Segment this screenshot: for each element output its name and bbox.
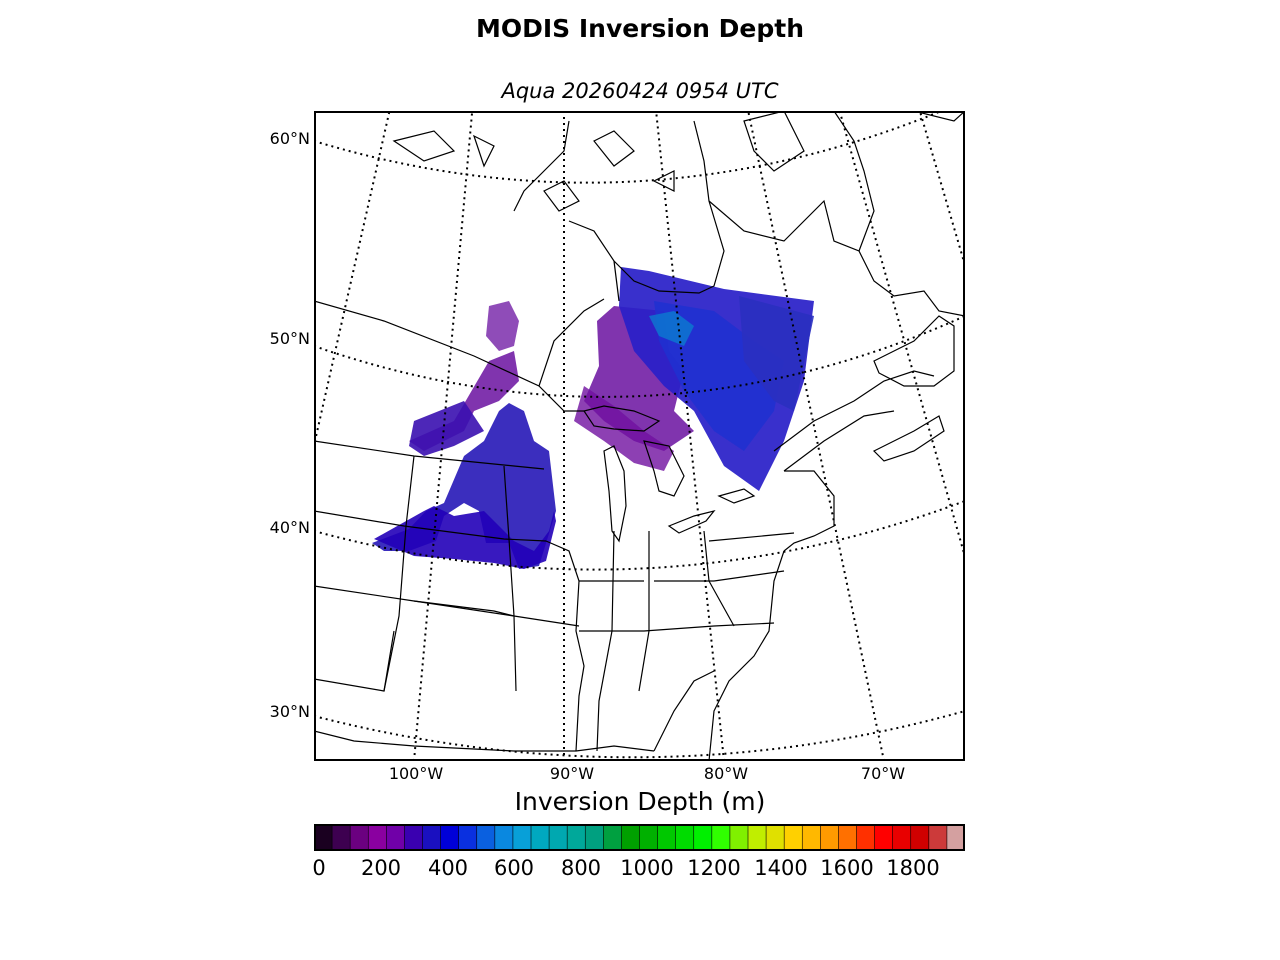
colorbar	[314, 824, 965, 851]
colorbar-swatch	[512, 824, 532, 851]
data-swath-northeast-east	[739, 296, 814, 411]
colorbar-swatch	[621, 824, 641, 851]
lon-label-80w: 80°W	[703, 764, 749, 783]
colorbar-swatch	[748, 824, 767, 851]
colorbar-tick-600: 600	[493, 856, 535, 880]
lat-label-50: 50°N	[269, 329, 310, 348]
lake-michigan	[603, 445, 627, 543]
colorbar-swatch	[711, 824, 731, 851]
colorbar-swatch	[657, 824, 677, 851]
colorbar-swatch	[476, 824, 496, 851]
colorbar-tick-1600: 1600	[820, 856, 874, 880]
colorbar-swatch	[494, 824, 514, 851]
colorbar-swatch	[404, 824, 424, 851]
colorbar-frame	[314, 824, 965, 851]
inversion-data-overlay	[372, 267, 814, 569]
lon-label-70w: 70°W	[860, 764, 906, 783]
lon-label-100w: 100°W	[388, 764, 444, 783]
colorbar-swatch	[332, 824, 351, 851]
latitude-lines	[314, 111, 965, 759]
colorbar-swatch	[856, 824, 876, 851]
colorbar-swatch	[585, 824, 604, 851]
data-swath-west-northwest	[486, 301, 519, 351]
colorbar-swatch	[802, 824, 821, 851]
colorbar-swatch	[368, 824, 387, 851]
lat-label-30: 30°N	[269, 702, 310, 721]
colorbar-tick-200: 200	[360, 856, 402, 880]
lake-ontario	[717, 488, 756, 504]
colorbar-tick-1400: 1400	[754, 856, 808, 880]
colorbar-tick-0: 0	[312, 856, 326, 880]
lake-huron	[643, 440, 685, 497]
lon-label-90w: 90°W	[549, 764, 595, 783]
data-swath-northeast-teal	[649, 311, 694, 346]
colorbar-swatch	[946, 824, 965, 851]
colorbar-swatch	[766, 824, 785, 851]
colorbar-swatch	[729, 824, 749, 851]
colorbar-swatch	[549, 824, 568, 851]
colorbar-tick-1200: 1200	[687, 856, 741, 880]
lake-erie	[667, 509, 716, 534]
colorbar-swatch	[440, 824, 460, 851]
colorbar-swatch	[675, 824, 695, 851]
map-subtitle: Aqua 20260424 0954 UTC	[501, 79, 779, 103]
map-panel	[314, 111, 965, 761]
colorbar-swatch	[386, 824, 406, 851]
colorbar-tick-1000: 1000	[620, 856, 674, 880]
lat-label-40: 40°N	[269, 518, 310, 537]
colorbar-swatch	[639, 824, 659, 851]
lake-superior	[583, 405, 661, 432]
colorbar-swatch	[350, 824, 369, 851]
colorbar-swatch	[314, 824, 333, 851]
map-frame	[314, 111, 965, 761]
colorbar-swatch	[422, 824, 442, 851]
colorbar-swatch	[693, 824, 713, 851]
colorbar-tick-400: 400	[427, 856, 469, 880]
colorbar-swatch	[820, 824, 840, 851]
longitude-lines	[314, 111, 965, 761]
lat-label-60: 60°N	[269, 129, 310, 148]
colorbar-swatch	[784, 824, 803, 851]
colorbar-swatch	[531, 824, 550, 851]
map-title: MODIS Inversion Depth	[475, 14, 805, 43]
colorbar-swatch	[838, 824, 858, 851]
colorbar-swatch	[928, 824, 948, 851]
data-swath-west-patch	[409, 401, 484, 456]
colorbar-swatch	[910, 824, 930, 851]
coastlines-and-borders	[314, 111, 965, 761]
colorbar-swatch	[603, 824, 623, 851]
data-swath-west-north	[409, 351, 519, 451]
colorbar-swatch	[567, 824, 586, 851]
colorbar-label: Inversion Depth (m)	[514, 787, 766, 816]
colorbar-tick-800: 800	[560, 856, 602, 880]
colorbar-swatch	[892, 824, 912, 851]
colorbar-swatch	[874, 824, 894, 851]
colorbar-swatch	[458, 824, 478, 851]
colorbar-tick-1800: 1800	[886, 856, 940, 880]
